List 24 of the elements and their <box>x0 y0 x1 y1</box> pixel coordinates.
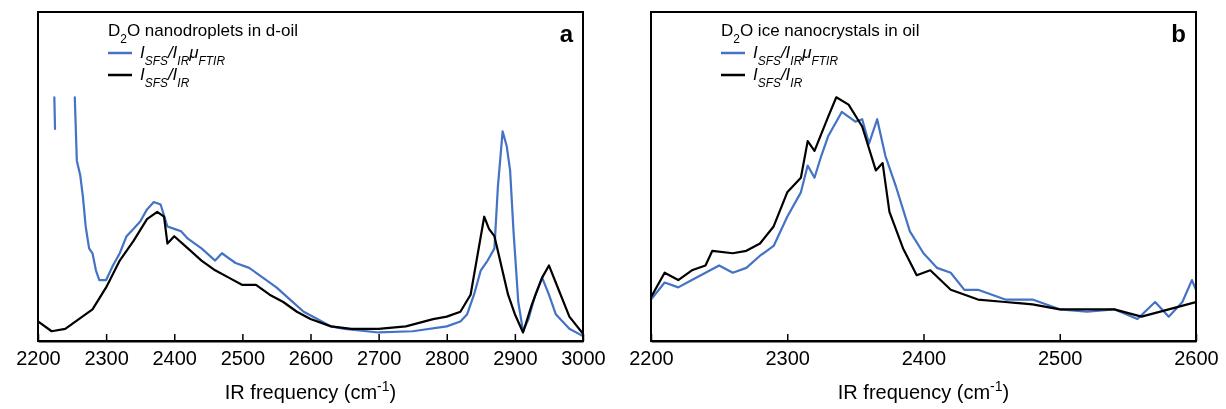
x-tick-label: 2400 <box>901 347 947 370</box>
legend-title: D$_{2}$O nanodroplets in d-oil <box>108 21 298 46</box>
legend-title: D$_{2}$O ice nanocrystals in oil <box>721 21 920 46</box>
x-tick-label: 2900 <box>493 347 538 370</box>
text: a <box>559 20 574 47</box>
legend-label: I$_{SFS}$/I$_{IR}$μ$_{FTIR}$ <box>140 43 226 68</box>
legend-label: I$_{SFS}$/I$_{IR}$ <box>140 65 190 90</box>
x-axis-title: IR frequency (cm$^{-1}$) <box>224 378 397 403</box>
x-tick-label: 2600 <box>1174 347 1219 370</box>
x-tick-label: 2200 <box>16 347 61 370</box>
text: b <box>1171 20 1186 47</box>
x-tick-label: 2700 <box>356 347 402 370</box>
x-tick-label: 2500 <box>1038 347 1083 370</box>
x-tick-label: 2800 <box>425 347 470 370</box>
x-tick-label: 2400 <box>152 347 197 370</box>
x-tick-label: 2500 <box>220 347 266 370</box>
legend-label: I$_{SFS}$/I$_{IR}$μ$_{FTIR}$ <box>753 43 839 68</box>
legend-label: I$_{SFS}$/I$_{IR}$ <box>753 65 803 90</box>
x-tick-label: 2200 <box>629 347 674 370</box>
x-tick-label: 2300 <box>84 347 129 370</box>
x-tick-label: 2600 <box>288 347 334 370</box>
x-tick-label: 2300 <box>765 347 810 370</box>
x-axis-title: IR frequency (cm$^{-1}$) <box>837 378 1010 403</box>
x-tick-label: 3000 <box>561 347 606 370</box>
